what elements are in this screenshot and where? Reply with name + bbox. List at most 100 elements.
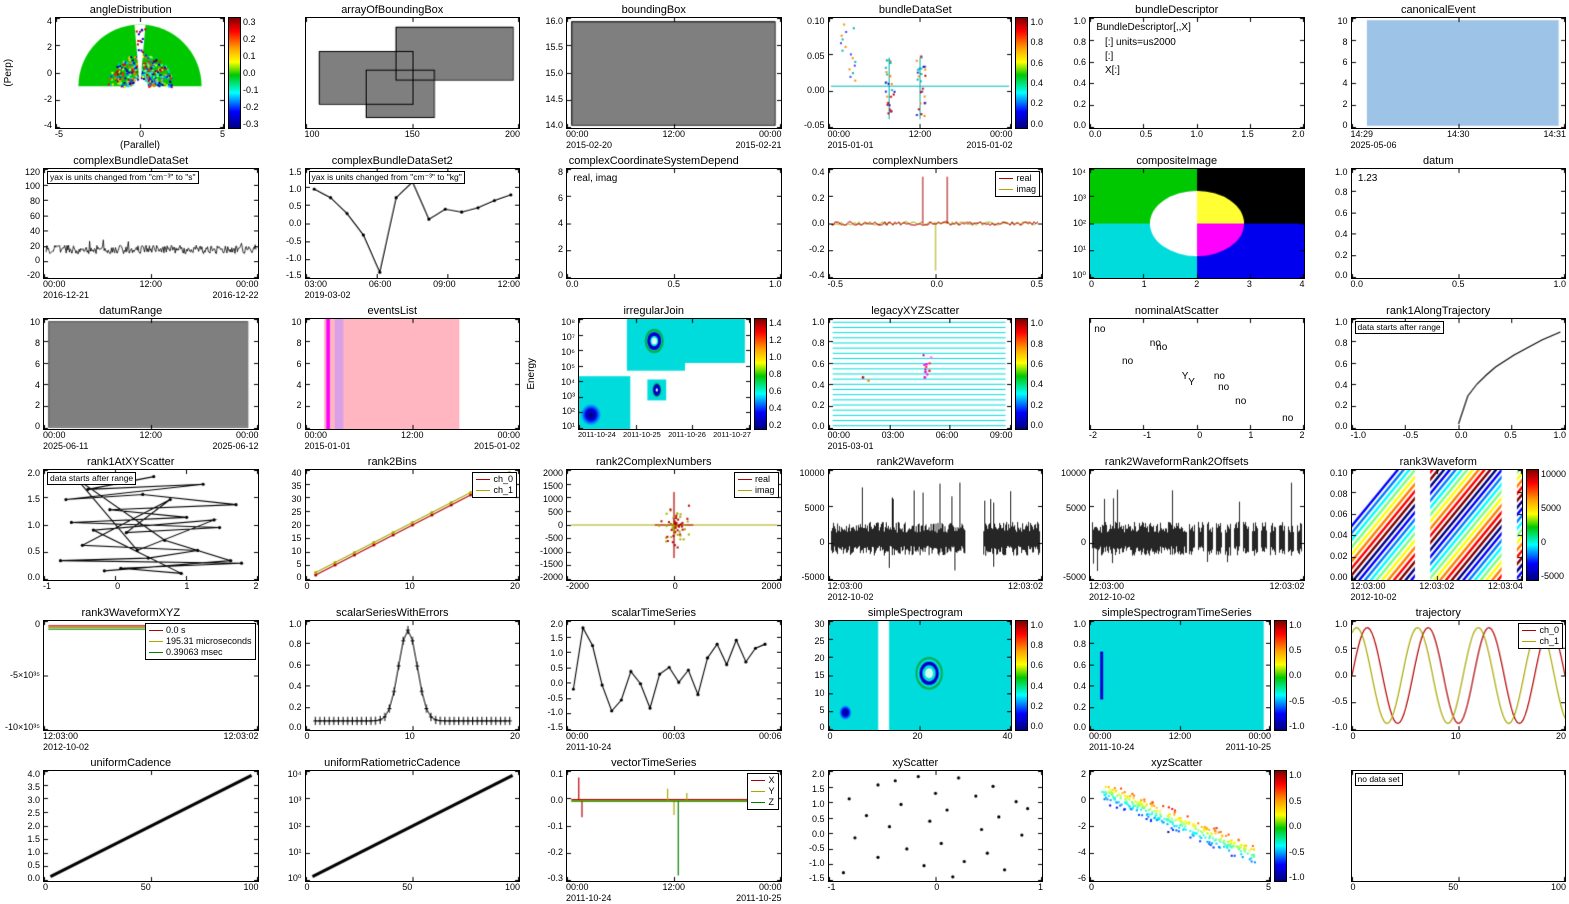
plot-area[interactable]: data starts after range (43, 469, 259, 581)
plot-area[interactable] (566, 619, 782, 732)
y-tick-label: 0.08 (1329, 488, 1348, 499)
x-tick-label: 200 (504, 128, 520, 139)
plot-canvas (1351, 319, 1565, 429)
plot-area[interactable]: real imag (566, 469, 782, 581)
y-tick-label: 8 (34, 338, 40, 349)
y-tick-label: 0.10 (1329, 468, 1348, 478)
plot-area[interactable] (55, 17, 225, 129)
plot-area[interactable]: real imag (827, 167, 1043, 280)
y-tick-label: 10 (291, 545, 302, 556)
panel-complexNumbers: complexNumbers 0.4 0.2 0.0 -0.2 -0.4 real ima… (785, 151, 1047, 302)
legend: ch_0 ch_1 (472, 472, 517, 498)
plot-area[interactable] (1089, 619, 1271, 732)
plot-area[interactable] (304, 17, 520, 129)
legend-label: Y (768, 786, 775, 797)
y-tick-label: -2 (1077, 821, 1086, 832)
plot-area[interactable] (1089, 770, 1271, 882)
plot-area[interactable] (43, 770, 259, 882)
plot-area[interactable] (43, 318, 259, 430)
x-axis-dates (43, 592, 259, 603)
plot-area[interactable] (827, 318, 1013, 430)
plot-area[interactable] (827, 17, 1013, 129)
plot-area[interactable]: 0.0 s 195.31 microseconds 0.39063 msec (43, 619, 259, 732)
y-tick-label: 10 (814, 687, 825, 698)
panel-uniformRatiometricCadence: uniformRatiometricCadence 10⁴ 10³ 10² 10¹ 10… (262, 753, 524, 904)
colorbar-tick-label: 0.2 (1030, 399, 1043, 410)
plot-canvas (1090, 470, 1304, 580)
plot-area[interactable]: data starts after range (1350, 318, 1566, 430)
x-tick-label: 0 (304, 882, 310, 892)
plot-title: rank2WaveformRank2Offsets (1104, 456, 1249, 468)
colorbar-gradient[interactable] (227, 17, 241, 129)
plot-area[interactable] (1350, 469, 1523, 581)
y-tick-label: -1.0 (285, 252, 302, 263)
y-tick-label: 0.0 (1334, 270, 1348, 281)
y-axis-ticks: 2000 1500 1000 500 0 -500 -1000 -1500 -2000 (526, 469, 566, 582)
x-tick-label: 50 (402, 882, 413, 892)
colorbar-gradient[interactable] (753, 318, 767, 430)
x-tick-label: 06:00 (368, 279, 392, 290)
x-axis-ticks: 03:00 06:00 09:00 12:00 (305, 279, 521, 290)
plot-area[interactable] (578, 318, 751, 430)
y-tick-label: 0.4 (1334, 228, 1348, 239)
panel-boundingBox: boundingBox 16.0 15.5 15.0 14.5 14.0 00:00 12… (523, 0, 785, 151)
plot-area[interactable]: no data set (1350, 770, 1566, 882)
legend-item: 0.39063 msec (148, 647, 252, 658)
colorbar-tick-label: 1.0 (768, 352, 782, 363)
plot-area[interactable]: BundleDescriptor[,,X] [:] units=us2000 [:]… (1089, 17, 1305, 129)
colorbar-gradient[interactable] (1015, 619, 1029, 732)
colorbar-gradient[interactable] (1525, 469, 1539, 581)
y-tick-label: 0.5 (27, 860, 40, 870)
x-tick-label: 0 (1089, 882, 1095, 892)
legend-swatch (476, 490, 491, 491)
plot-area[interactable]: ch_0 ch_1 (304, 469, 520, 581)
plot-area[interactable] (827, 770, 1043, 882)
plot-area[interactable]: ch_0 ch_1 (1350, 619, 1566, 732)
legend: real imag (733, 472, 779, 498)
plot-area[interactable] (827, 469, 1043, 581)
y-tick-label: 0 (34, 255, 40, 266)
y-axis-ticks: 2.0 1.5 1.0 0.5 0.0 -0.5 -1.0 -1.5 (526, 619, 566, 732)
y-tick-label: 8 (296, 338, 302, 349)
colorbar-tick-label: -0.3 (242, 118, 259, 129)
y-tick-label: 0.6 (1334, 358, 1348, 369)
y-tick-label: 15.5 (545, 41, 563, 52)
annotation: yax is units changed from "cm⁻³" to "kg" (308, 170, 465, 184)
plot-area[interactable] (1089, 469, 1305, 581)
plot-area[interactable]: 1.23 (1350, 167, 1566, 280)
plot-area[interactable] (304, 318, 520, 430)
legend-swatch (751, 802, 766, 804)
plot-canvas (1090, 771, 1270, 881)
colorbar: 1.0 0.5 0.0 -0.5 -1.0 (1273, 619, 1305, 732)
colorbar-gradient[interactable] (1273, 770, 1287, 882)
plot-area[interactable] (1350, 17, 1566, 129)
y-tick-label: 25 (291, 506, 302, 517)
plot-area[interactable] (1089, 167, 1305, 280)
colorbar-gradient[interactable] (1015, 318, 1029, 430)
plot-area[interactable]: yax is units changed from "cm⁻³" to "kg" (304, 167, 520, 280)
colorbar-gradient[interactable] (1273, 619, 1287, 732)
x-axis-dates: 2011-10-24 (566, 742, 782, 753)
y-tick-label: 0.0 (288, 722, 302, 733)
plot-title: nominalAtScatter (1134, 305, 1219, 318)
plot-area[interactable] (304, 619, 520, 732)
y-tick-label: 3.0 (27, 795, 40, 806)
colorbar-tick-label: 0 (1540, 536, 1546, 547)
y-tick-label: 1.5 (27, 834, 40, 845)
y-tick-label: 0.8 (1334, 338, 1348, 349)
y-tick-label: 1.0 (1073, 16, 1086, 26)
x-tick-label: 100 (1550, 882, 1566, 892)
colorbar-ticks: 1.0 0.5 0.0 -0.5 -1.0 (1287, 770, 1305, 882)
plot-area[interactable] (566, 17, 782, 129)
plot-area[interactable]: yax is units changed from "cm⁻³" to "s" (43, 167, 259, 280)
x-axis-dates (1351, 441, 1567, 452)
plot-area[interactable] (827, 619, 1013, 732)
x-axis-label: (Parallel) (119, 139, 160, 151)
plot-area[interactable]: real, imag (566, 167, 782, 280)
plot-area[interactable] (304, 770, 520, 882)
panel-bundleDescriptor: bundleDescriptor 1.0 0.8 0.6 0.4 0.2 0.0 Bund… (1046, 0, 1308, 151)
y-axis-ticks: 0 -5×10³⁵ -10×10³⁵ (3, 619, 43, 732)
colorbar-gradient[interactable] (1015, 17, 1029, 129)
